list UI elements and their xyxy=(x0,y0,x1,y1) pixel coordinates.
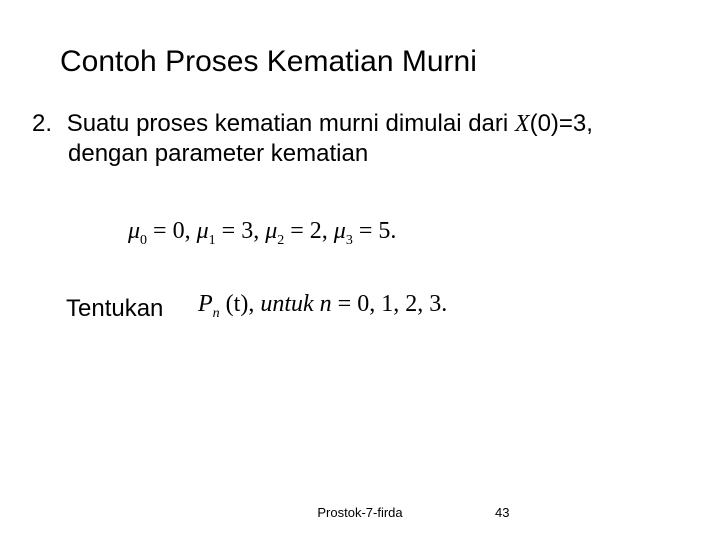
line2: dengan parameter kematian xyxy=(68,140,368,168)
tentukan-label: Tentukan xyxy=(66,295,163,323)
mu2: μ2 = 2, xyxy=(265,218,334,244)
line1-part2: (0)=3, xyxy=(530,110,593,137)
mu1: μ1 = 3, xyxy=(197,218,266,244)
pn-P: P xyxy=(198,291,213,317)
line1-part1: Suatu proses kematian murni dimulai dari xyxy=(67,110,515,137)
body-row-1: 2. Suatu proses kematian murni dimulai d… xyxy=(32,110,593,138)
footer-page-number: 43 xyxy=(495,505,509,520)
pn-t: (t), xyxy=(220,291,261,317)
mu0: μ0 = 0, xyxy=(128,218,197,244)
mu3: μ3 = 5. xyxy=(334,218,397,244)
line1: Suatu proses kematian murni dimulai dari… xyxy=(67,110,593,138)
line1-x: X xyxy=(515,111,530,137)
equation-pn: Pn (t), untuk n = 0, 1, 2, 3. xyxy=(198,291,447,322)
pn-vals: = 0, 1, 2, 3. xyxy=(332,291,448,317)
slide-container: Contoh Proses Kematian Murni 2. Suatu pr… xyxy=(0,0,720,540)
list-number: 2. xyxy=(32,110,52,138)
pn-untuk: untuk n xyxy=(260,291,331,317)
equation-parameters: μ0 = 0, μ1 = 3, μ2 = 2, μ3 = 5. xyxy=(128,218,396,249)
footer-center: Prostok-7-firda xyxy=(317,505,402,520)
pn-n: n xyxy=(213,306,220,321)
slide-title: Contoh Proses Kematian Murni xyxy=(60,45,477,79)
